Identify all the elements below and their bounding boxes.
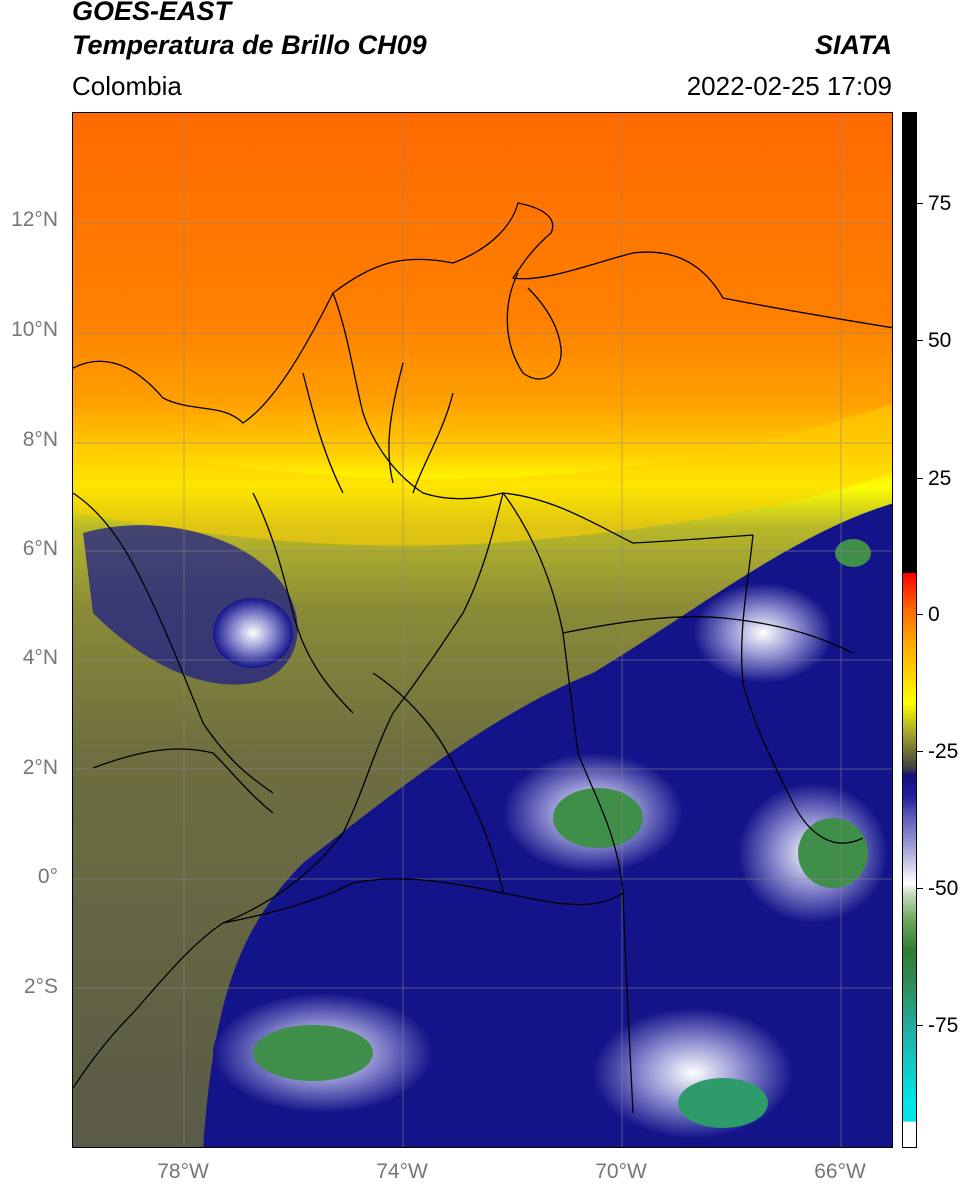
lon-label-70w: 70°W: [595, 1160, 647, 1183]
lon-label-66w: 66°W: [814, 1160, 866, 1183]
colorbar-tick: [917, 888, 923, 889]
title-satellite: GOES-EAST: [72, 0, 232, 26]
grid-lines: [73, 113, 892, 1147]
title-product: Temperatura de Brillo CH09: [72, 30, 427, 60]
warm-yellow-belt: [73, 403, 892, 546]
colorbar: [902, 112, 917, 1148]
green-core-4: [678, 1078, 768, 1128]
lat-label-0: 0°: [37, 865, 58, 888]
colorbar-tick: [917, 614, 923, 615]
colorbar-tick: [917, 1025, 923, 1026]
lon-label-74w: 74°W: [376, 1160, 428, 1183]
colorbar-tick: [917, 340, 923, 341]
satellite-map[interactable]: [72, 112, 893, 1148]
green-core-1: [553, 788, 643, 848]
colorbar-label-50: 50: [928, 329, 952, 352]
green-core-5: [835, 539, 871, 567]
colorbar-tick: [917, 203, 923, 204]
lat-label-2n: 2°N: [22, 756, 58, 779]
region-label: Colombia: [72, 71, 182, 101]
cold-core-2: [693, 583, 833, 683]
colorbar-label-0: 0: [928, 603, 940, 626]
borders: [73, 202, 892, 1114]
lat-label-10n: 10°N: [11, 318, 58, 341]
lon-label-78w: 78°W: [157, 1160, 209, 1183]
colorbar-label-75: 75: [928, 192, 952, 215]
cold-core-6: [213, 598, 293, 668]
lat-label-2s: 2°S: [23, 975, 58, 998]
timestamp-label: 2022-02-25 17:09: [686, 71, 892, 101]
colorbar-label-25: 25: [928, 467, 952, 490]
map-svg: [73, 113, 892, 1147]
colorbar-label-minus75: -75: [928, 1014, 959, 1037]
colorbar-tick: [917, 478, 923, 479]
green-core-2: [253, 1025, 373, 1081]
lat-label-6n: 6°N: [22, 537, 58, 560]
lat-label-12n: 12°N: [11, 208, 58, 231]
colorbar-label-minus50: -50: [928, 877, 959, 900]
lat-label-8n: 8°N: [22, 428, 58, 451]
brand-label: SIATA: [815, 30, 892, 60]
colorbar-label-minus25: -25: [928, 740, 959, 763]
green-core-3: [798, 818, 868, 888]
colorbar-tick: [917, 751, 923, 752]
lat-label-4n: 4°N: [22, 646, 58, 669]
